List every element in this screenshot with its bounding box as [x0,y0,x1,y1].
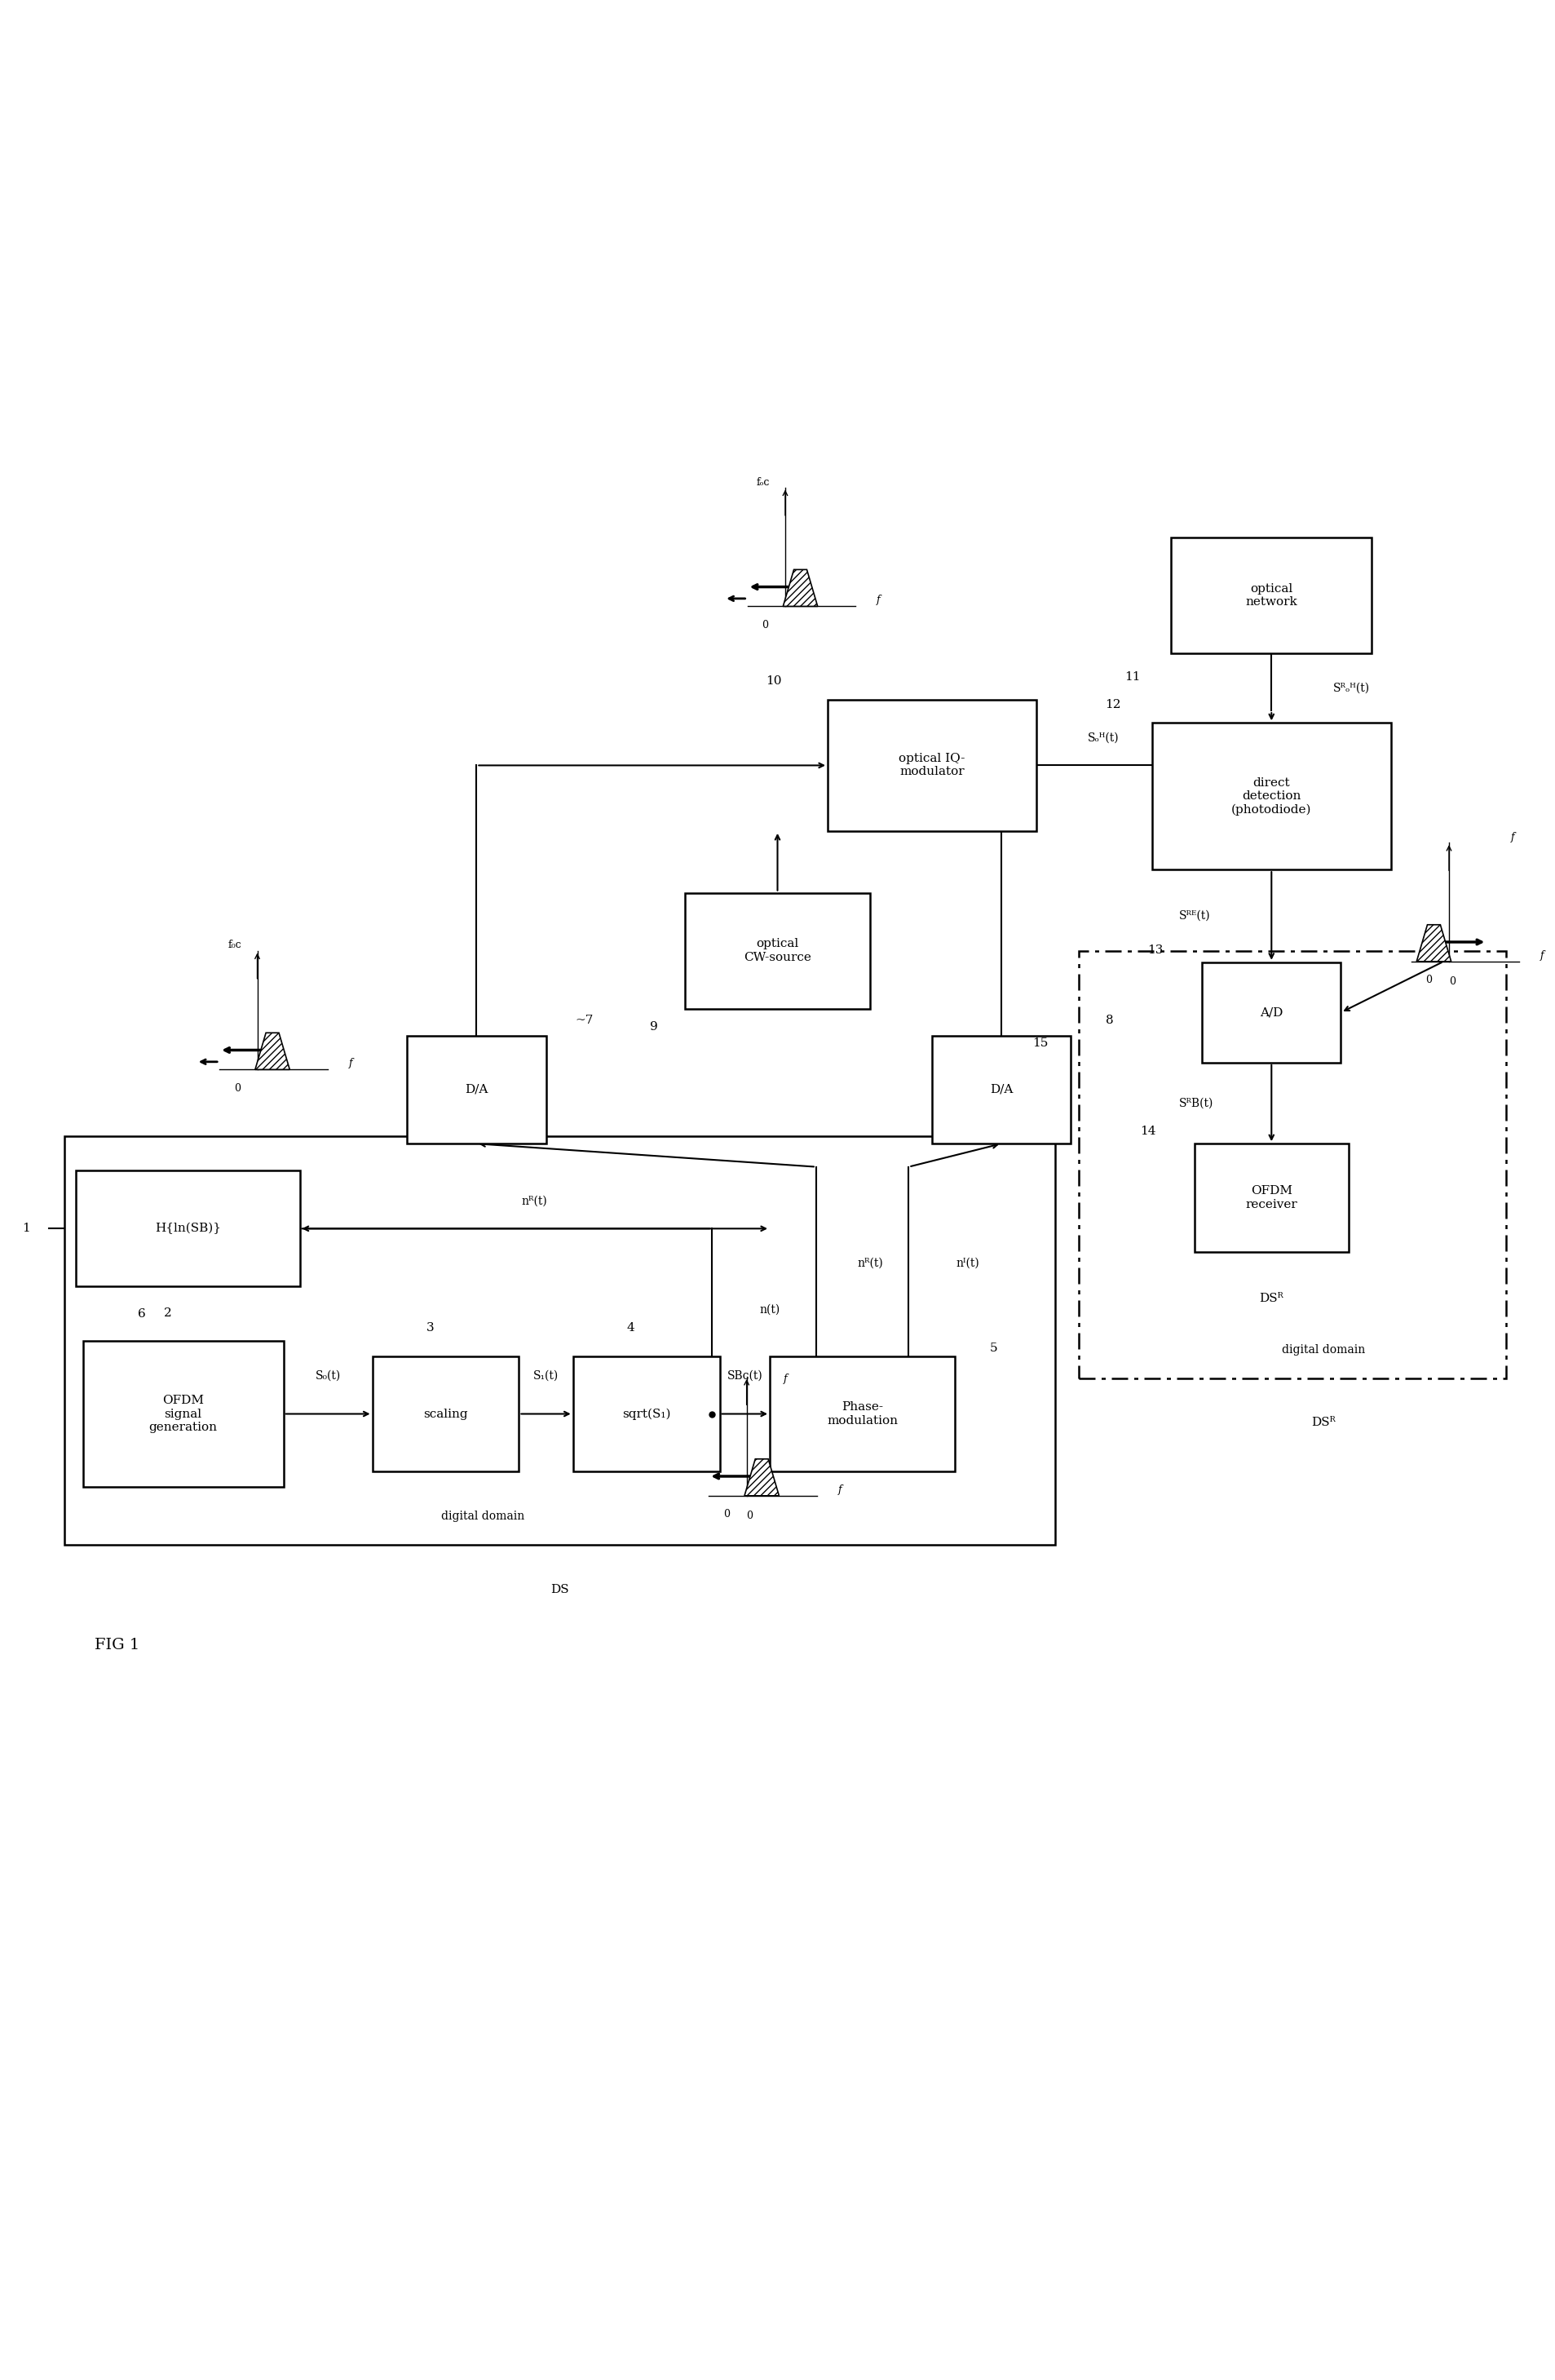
Text: 9: 9 [650,1021,658,1033]
Text: f₀ᴄ: f₀ᴄ [229,940,243,950]
Text: 0: 0 [762,619,768,631]
Text: fₒᴄ: fₒᴄ [756,476,770,488]
Text: nᴵ(t): nᴵ(t) [956,1257,980,1269]
Text: 13: 13 [1148,945,1163,957]
Text: DSᴿ: DSᴿ [1260,1292,1283,1304]
Text: 3: 3 [426,1323,434,1333]
FancyBboxPatch shape [1171,538,1372,655]
Text: DSᴿ: DSᴿ [1311,1416,1336,1428]
Text: optical
CW-source: optical CW-source [743,938,812,964]
Text: Sₒᴴ(t): Sₒᴴ(t) [1088,733,1120,743]
Text: ~7: ~7 [575,1014,594,1026]
Text: 0: 0 [1449,976,1455,988]
Text: 10: 10 [765,676,782,688]
Text: 5: 5 [989,1342,998,1354]
Text: f: f [1541,950,1544,962]
Text: H{ln(SB)}: H{ln(SB)} [156,1223,221,1235]
Text: 14: 14 [1140,1126,1155,1138]
Text: D/A: D/A [991,1083,1012,1095]
Text: optical
network: optical network [1246,583,1297,607]
FancyBboxPatch shape [82,1340,283,1488]
Text: Sᴿᴱ(t): Sᴿᴱ(t) [1179,909,1210,921]
Text: S₀(t): S₀(t) [316,1368,341,1380]
Polygon shape [255,1033,289,1069]
Text: digital domain: digital domain [442,1511,524,1521]
FancyBboxPatch shape [372,1357,519,1471]
FancyBboxPatch shape [1152,724,1392,869]
Text: A/D: A/D [1260,1007,1283,1019]
Text: 0: 0 [233,1083,241,1092]
Text: OFDM
receiver: OFDM receiver [1246,1185,1297,1209]
FancyBboxPatch shape [407,1035,546,1145]
Text: 1: 1 [22,1223,30,1235]
Polygon shape [784,569,818,607]
FancyBboxPatch shape [1202,962,1340,1061]
Text: 8: 8 [1106,1014,1113,1026]
Text: S₁(t): S₁(t) [533,1368,558,1380]
Polygon shape [745,1459,779,1495]
Text: OFDM
signal
generation: OFDM signal generation [149,1395,218,1433]
Text: f: f [838,1485,841,1495]
Text: 11: 11 [1124,671,1140,683]
Text: nᴿ(t): nᴿ(t) [857,1257,883,1269]
Text: 0: 0 [723,1509,729,1518]
Text: D/A: D/A [465,1083,488,1095]
Text: digital domain: digital domain [1281,1345,1365,1354]
FancyBboxPatch shape [572,1357,720,1471]
Text: n(t): n(t) [759,1304,781,1316]
Text: 12: 12 [1106,700,1121,709]
Text: FIG 1: FIG 1 [95,1637,140,1652]
Text: DS: DS [550,1583,569,1595]
Text: 0: 0 [1426,976,1432,985]
Text: f: f [1511,833,1515,843]
Text: 4: 4 [627,1323,634,1333]
Text: 0: 0 [746,1511,753,1521]
Text: optical IQ-
modulator: optical IQ- modulator [899,752,966,778]
Text: f: f [784,1373,787,1385]
FancyBboxPatch shape [76,1171,300,1288]
Text: f: f [348,1059,353,1069]
Text: scaling: scaling [423,1409,468,1418]
Text: SBᴄ(t): SBᴄ(t) [726,1368,762,1380]
Text: direct
detection
(photodiode): direct detection (photodiode) [1232,778,1311,816]
Text: nᴿ(t): nᴿ(t) [522,1195,547,1207]
Text: f: f [877,595,880,605]
FancyBboxPatch shape [684,892,871,1009]
Text: SᴿB(t): SᴿB(t) [1179,1097,1213,1109]
Text: Phase-
modulation: Phase- modulation [827,1402,897,1426]
Text: Sᴿₒᴴ(t): Sᴿₒᴴ(t) [1333,683,1370,695]
FancyBboxPatch shape [770,1357,955,1471]
FancyBboxPatch shape [1194,1145,1348,1252]
Text: sqrt(S₁): sqrt(S₁) [622,1409,670,1421]
Text: 6: 6 [137,1309,146,1321]
FancyBboxPatch shape [827,700,1036,831]
Polygon shape [1417,926,1451,962]
FancyBboxPatch shape [931,1035,1071,1145]
Text: 15: 15 [1033,1038,1048,1050]
Text: 2: 2 [163,1307,171,1319]
